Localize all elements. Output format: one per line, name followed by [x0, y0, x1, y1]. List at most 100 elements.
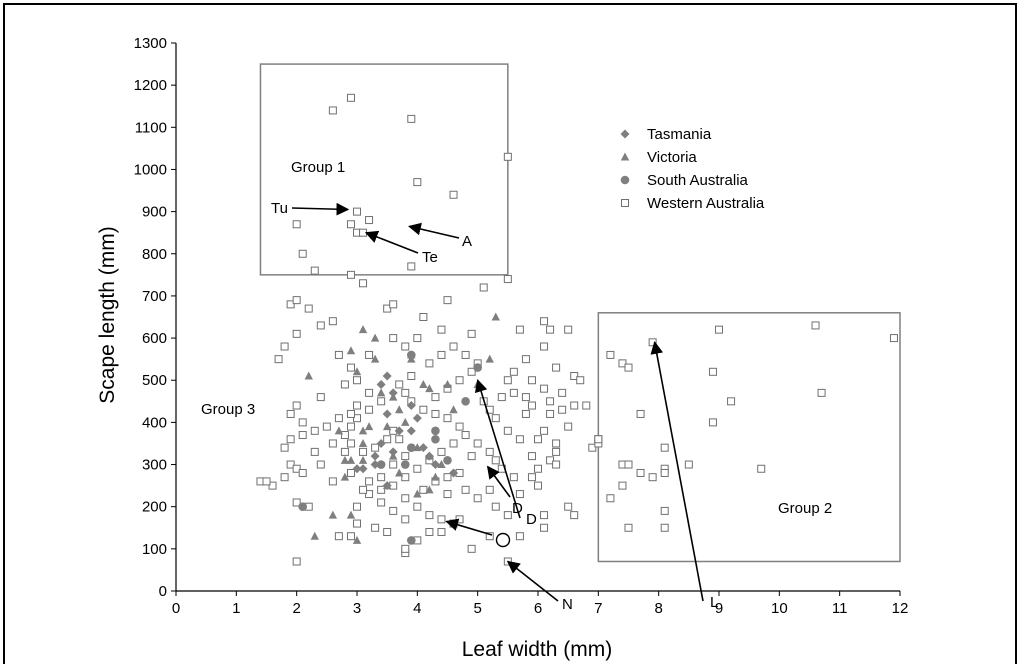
data-point — [304, 371, 313, 380]
data-point — [358, 455, 368, 464]
data-point — [521, 409, 530, 418]
data-point — [624, 363, 633, 372]
data-point — [370, 333, 380, 342]
group-2-label: Group 2 — [778, 500, 832, 517]
annotation-label: D — [512, 500, 523, 517]
data-point — [389, 506, 398, 515]
annotation-arrow — [408, 222, 460, 239]
y-tick-label: 100 — [142, 541, 167, 558]
data-point — [413, 502, 422, 511]
data-point — [636, 468, 645, 477]
data-point — [401, 452, 410, 461]
data-point — [449, 439, 458, 448]
data-point — [509, 473, 518, 482]
data-point — [365, 490, 374, 499]
data-point — [811, 321, 820, 330]
annotation-label: L — [710, 594, 718, 611]
data-point — [684, 460, 693, 469]
group-2-box — [597, 312, 901, 563]
data-point — [582, 401, 591, 410]
data-point — [473, 363, 482, 372]
data-point — [298, 502, 308, 511]
data-point — [406, 426, 416, 436]
data-point — [552, 363, 561, 372]
data-point — [521, 355, 530, 364]
data-point — [624, 523, 633, 532]
annotation-arrow — [364, 230, 419, 254]
data-point — [292, 329, 301, 338]
y-tick-label: 700 — [142, 288, 167, 305]
data-point — [443, 473, 452, 482]
data-point — [389, 451, 398, 460]
data-point — [346, 270, 355, 279]
data-point — [618, 359, 627, 368]
data-point — [383, 527, 392, 536]
data-point — [292, 498, 301, 507]
data-point — [340, 472, 350, 481]
annotation-arrow — [445, 518, 493, 536]
data-point — [395, 468, 404, 477]
data-point — [534, 464, 542, 473]
data-point — [346, 439, 355, 448]
legend-marker-circle — [620, 175, 630, 185]
data-point — [449, 190, 458, 199]
y-tick-label: 1100 — [135, 119, 167, 136]
y-tick-label: 1000 — [134, 161, 167, 178]
data-point — [395, 435, 404, 444]
data-point — [334, 426, 344, 435]
data-point — [817, 388, 826, 397]
data-point — [413, 489, 422, 498]
data-point — [280, 342, 289, 351]
data-point — [431, 426, 440, 436]
data-point — [346, 510, 356, 519]
data-point — [467, 544, 476, 553]
data-point — [437, 447, 446, 456]
data-point — [564, 502, 573, 511]
data-point — [430, 460, 440, 470]
data-point — [437, 515, 446, 524]
data-point — [515, 435, 524, 444]
data-point — [431, 472, 440, 481]
data-point — [431, 409, 440, 418]
data-point — [491, 456, 500, 465]
data-point — [443, 296, 452, 305]
data-point — [401, 515, 410, 524]
annotation-arrow — [474, 379, 521, 519]
data-point — [383, 304, 392, 313]
data-point — [491, 312, 500, 321]
data-point — [358, 426, 368, 435]
y-tick-label: 800 — [142, 246, 167, 263]
data-point — [406, 401, 416, 411]
data-point — [552, 447, 561, 456]
y-tick-label: 900 — [142, 204, 167, 221]
data-point — [280, 443, 289, 452]
x-tick-label: 5 — [473, 600, 481, 617]
data-point — [353, 401, 361, 410]
data-point — [286, 409, 295, 418]
legend-label: South Australia — [647, 172, 749, 189]
data-point — [298, 249, 307, 258]
data-point — [540, 342, 549, 351]
annotation-arrow — [506, 560, 559, 602]
data-point — [407, 262, 416, 271]
data-point — [509, 388, 518, 397]
data-point — [443, 456, 452, 465]
data-point — [370, 451, 380, 461]
data-point — [437, 527, 446, 536]
data-point — [648, 473, 657, 482]
data-point — [467, 367, 476, 376]
data-point — [467, 452, 476, 461]
data-point — [322, 422, 331, 431]
data-point — [292, 464, 301, 473]
data-point — [353, 207, 361, 216]
data-point — [400, 460, 410, 469]
data-point — [340, 431, 349, 440]
data-point — [328, 439, 337, 448]
data-point — [540, 511, 549, 520]
data-point — [419, 313, 428, 321]
data-point — [371, 443, 380, 452]
data-point — [358, 325, 368, 334]
data-point — [401, 388, 410, 397]
x-tick-label: 8 — [654, 600, 662, 617]
data-point — [449, 405, 458, 414]
